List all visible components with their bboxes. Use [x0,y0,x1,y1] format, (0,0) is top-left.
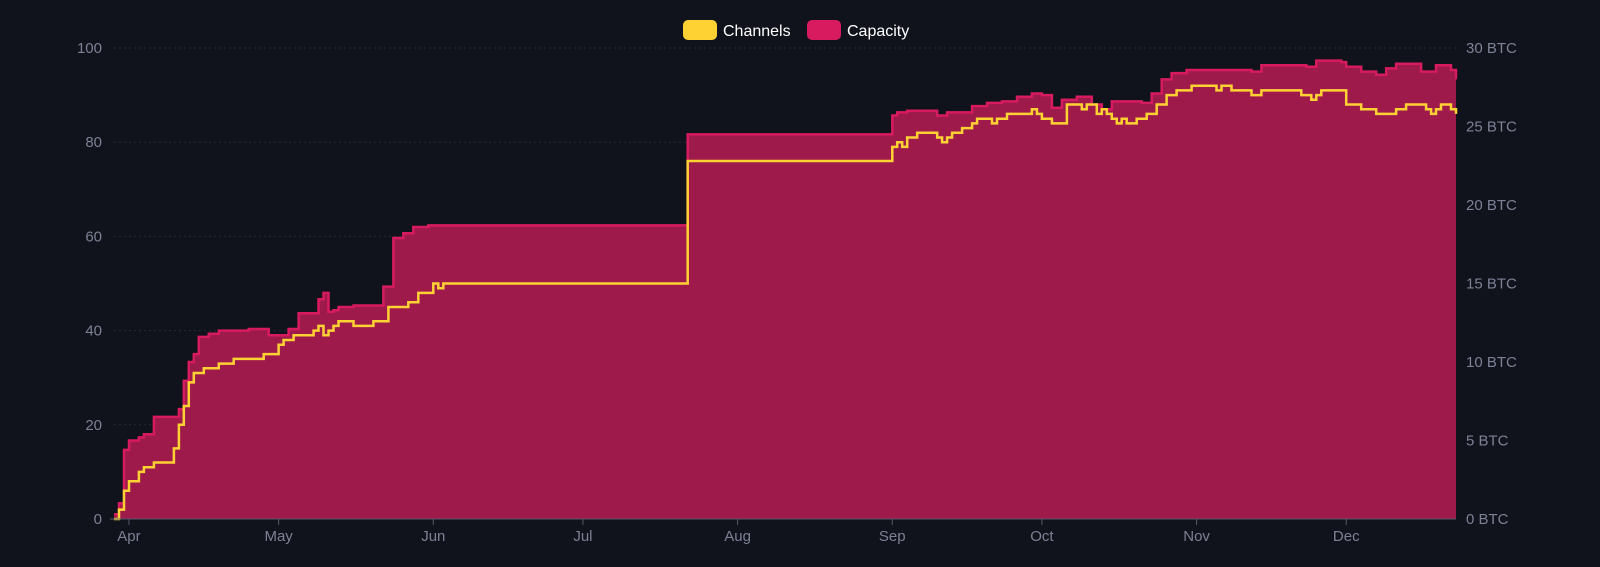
legend-item-capacity[interactable]: Capacity [807,20,909,40]
legend-label-channels: Channels [723,23,791,40]
y-left-tick-label: 60 [85,228,102,245]
y-left-tick-label: 20 [85,417,102,434]
y-right-tick-label: 25 BTC [1466,119,1517,136]
x-tick-labels: Apr May Jun Jul Aug Sep Oct Nov Dec [117,528,1360,545]
y-right-tick-label: 15 BTC [1466,276,1517,293]
y-right-tick-labels: 0 BTC 5 BTC 10 BTC 15 BTC 20 BTC 25 BTC 30 BTC [1466,40,1517,528]
x-tick-label: Apr [117,528,140,545]
capacity-line [114,59,1458,516]
legend-swatch-capacity [807,20,841,40]
x-tick-label: Aug [724,528,751,545]
legend-swatch-channels [683,20,717,40]
y-left-tick-label: 100 [77,40,102,57]
y-right-tick-label: 10 BTC [1466,354,1517,371]
axes [110,518,1456,525]
y-right-tick-label: 30 BTC [1466,40,1517,57]
y-right-tick-label: 20 BTC [1466,197,1517,214]
x-tick-label: Oct [1030,528,1054,545]
x-tick-label: Nov [1183,528,1210,545]
legend-item-channels[interactable]: Channels [683,20,791,40]
x-tick-label: Dec [1333,528,1360,545]
legend: Channels Capacity [683,20,909,40]
plot-area [114,59,1458,521]
x-tick-label: Sep [879,528,906,545]
x-tick-label: May [264,528,293,545]
y-right-tick-label: 5 BTC [1466,433,1509,450]
y-left-tick-label: 40 [85,323,102,340]
y-left-tick-labels: 0 20 40 60 80 100 [77,40,102,528]
legend-label-capacity: Capacity [847,23,909,40]
x-tick-label: Jul [573,528,592,545]
y-right-tick-label: 0 BTC [1466,511,1509,528]
y-left-tick-label: 0 [94,511,102,528]
channels-line [114,84,1458,521]
x-tick-label: Jun [421,528,445,545]
y-left-tick-label: 80 [85,134,102,151]
capacity-area [114,60,1456,519]
